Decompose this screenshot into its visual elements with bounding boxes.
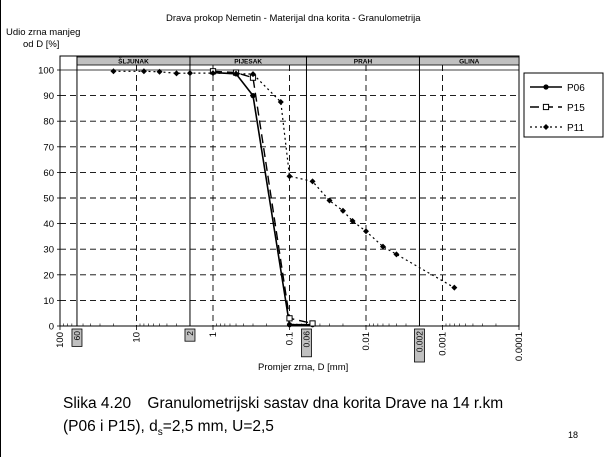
legend-marker-P11 [543, 124, 549, 130]
x-axis-label: Promjer zrna, D [mm] [258, 362, 348, 373]
boxed-tick-bg-2 [301, 328, 312, 358]
y-tick-label-2: 20 [43, 270, 54, 281]
page-number: 18 [568, 430, 579, 440]
class-label-2: PRAH [354, 59, 373, 66]
point-P11-15 [379, 243, 386, 250]
series-line-P11 [113, 70, 455, 289]
series-line-P15 [212, 70, 313, 325]
y-tick-label-4: 40 [43, 219, 54, 230]
point-P11-7 [250, 71, 257, 78]
point-P11-9 [286, 173, 293, 180]
legend-label-P06: P06 [567, 83, 585, 94]
legend: P06 P15 P11 [523, 72, 604, 138]
point-P11-6 [233, 70, 240, 77]
point-P11-16 [393, 251, 400, 258]
y-axis-label-line2: od D [%] [23, 39, 59, 50]
y-tick-label-8: 80 [43, 117, 54, 128]
point-P11-5 [210, 70, 216, 77]
y-tick-label-9: 90 [43, 91, 54, 102]
y-axis-label-line1: Udio zrna manjeg [6, 27, 80, 38]
x-tick-label-2: 1 [208, 332, 219, 337]
chart-title: Drava prokop Nemetin - Materijal dna kor… [166, 13, 421, 24]
point-P11-4 [186, 70, 193, 77]
caption-line2: (P06 i P15), d [63, 418, 158, 435]
y-tick-label-1: 10 [43, 296, 54, 307]
point-P11-0 [110, 68, 117, 75]
legend-marker-P15 [542, 103, 550, 111]
point-P11-12 [339, 207, 346, 214]
class-label-1: PIJESAK [234, 59, 262, 66]
point-P11-13 [349, 218, 356, 225]
boxed-tick-bg-3 [414, 328, 425, 363]
legend-box [523, 72, 604, 138]
class-label-3: GLINA [459, 59, 480, 66]
legend-label-P11: P11 [567, 123, 584, 134]
point-P11-14 [363, 228, 369, 235]
series-P11 [110, 68, 458, 291]
caption-line1: Granulometrijski sastav dna korita Drave… [147, 395, 504, 412]
x-tick-label-3: 0.1 [285, 332, 296, 345]
granulometry-chart: ŠLJUNAK PIJESAK PRAH GLINA 0 10 20 30 40 50 60 70 80… [6, 13, 604, 373]
point-P11-1 [140, 68, 147, 75]
boxed-tick-label-1: 2 [185, 331, 195, 336]
caption-label: Slika 4.20 [63, 395, 132, 412]
y-tick-label-6: 60 [43, 168, 54, 179]
point-P11-10 [309, 178, 316, 185]
point-P15-3 [286, 315, 293, 322]
x-tick-label-6: 0.0001 [514, 332, 525, 361]
point-P06-2 [250, 93, 256, 99]
figure-caption: Slika 4.20 Granulometrijski sastav dna k… [63, 392, 503, 444]
caption-line2-rest: =2,5 mm, U=2,5 [162, 418, 274, 435]
y-tick-label-5: 50 [43, 194, 54, 205]
boxed-tick-label-2: 0.06 [301, 331, 311, 348]
x-tick-label-4: 0.01 [361, 332, 372, 351]
boxed-tick-bg-1 [184, 328, 196, 342]
point-P11-2 [156, 68, 163, 75]
x-tick-label-0: 100 [55, 332, 66, 348]
point-P11-3 [173, 70, 180, 77]
boxed-tick-bg-0 [71, 328, 83, 347]
y-tick-label-7: 70 [43, 142, 54, 153]
point-P06-3 [286, 322, 293, 328]
y-tick-label-10: 100 [38, 66, 54, 77]
x-tick-label-5: 0.001 [438, 332, 449, 356]
boxed-tick-label-3: 0.002 [414, 331, 424, 353]
point-P11-11 [326, 197, 333, 204]
legend-label-P15: P15 [567, 103, 585, 114]
boxed-tick-label-0: 60 [72, 331, 82, 341]
x-tick-label-1: 10 [132, 332, 143, 343]
point-P11-17 [451, 284, 458, 291]
point-P11-8 [277, 99, 284, 105]
legend-marker-P06 [543, 84, 549, 90]
y-tick-label-3: 30 [43, 245, 54, 256]
point-P15-4 [309, 320, 316, 327]
caption-subscript: s [157, 427, 163, 439]
y-tick-label-0: 0 [49, 322, 54, 333]
class-label-0: ŠLJUNAK [118, 57, 149, 66]
slide-left-border [0, 0, 1, 457]
